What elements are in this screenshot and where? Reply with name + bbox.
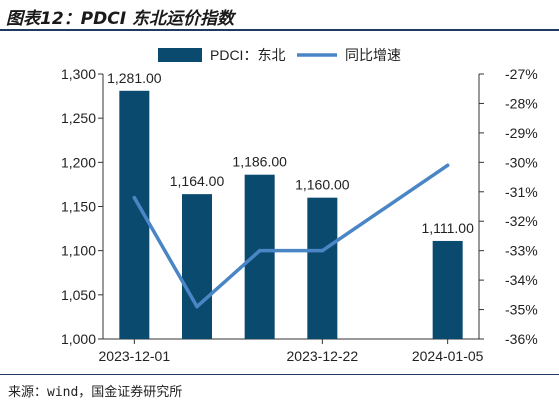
bar-data-label: 1,186.00 <box>232 154 287 170</box>
y-right-tick-label: -33% <box>505 243 538 259</box>
bar <box>182 194 212 339</box>
legend-label-bar: PDCI：东北 <box>210 47 285 63</box>
chart: 1,000 1,050 1,100 1,150 1,200 1,250 1,300 -27% -… <box>61 47 538 364</box>
bar <box>307 197 338 339</box>
y-right-tick-label: -35% <box>505 302 538 318</box>
bar <box>244 174 275 339</box>
line-point <box>195 304 199 309</box>
y-left-tick-label: 1,300 <box>61 66 96 82</box>
line-point <box>132 195 137 200</box>
y-right-tick-label: -32% <box>505 213 538 229</box>
y-right-tick-label: -31% <box>505 184 538 200</box>
source-note: 来源：wind，国金证券研究所 <box>8 385 183 400</box>
y-left-tick-label: 1,050 <box>61 287 96 303</box>
y-right-tick-label: -28% <box>505 95 538 111</box>
bar-data-label: 1,281.00 <box>107 70 162 86</box>
y-right-tick-label: -36% <box>505 331 538 347</box>
y-right-tick-label: -34% <box>505 272 538 288</box>
line-point <box>257 248 262 253</box>
x-tick-label: 2023-12-01 <box>99 348 171 364</box>
x-tick-label: 2024-01-05 <box>412 348 484 364</box>
y-left-tick-label: 1,000 <box>61 331 96 347</box>
y-right-tick-label: -30% <box>505 154 538 170</box>
legend-label-line: 同比增速 <box>345 47 401 63</box>
y-left-tick-label: 1,150 <box>61 199 96 215</box>
line-point <box>445 163 450 168</box>
y-right-tick-label: -29% <box>505 125 538 141</box>
bar-data-label: 1,164.00 <box>170 173 225 189</box>
y-left-tick-label: 1,200 <box>61 154 96 170</box>
x-tick-label: 2023-12-22 <box>287 348 359 364</box>
bar-data-label: 1,160.00 <box>295 177 350 193</box>
line-point <box>320 248 325 253</box>
y-right-tick-label: -27% <box>505 66 538 82</box>
title-rule <box>0 29 559 31</box>
footer-rule <box>0 374 559 375</box>
y-left-tick-label: 1,100 <box>61 243 96 259</box>
bar <box>432 240 463 339</box>
figure-title: 图表12：PDCI 东北运价指数 <box>6 9 234 29</box>
legend-swatch-bar <box>158 48 202 62</box>
y-left-tick-label: 1,250 <box>61 110 96 126</box>
bar-data-label: 1,111.00 <box>421 220 474 236</box>
